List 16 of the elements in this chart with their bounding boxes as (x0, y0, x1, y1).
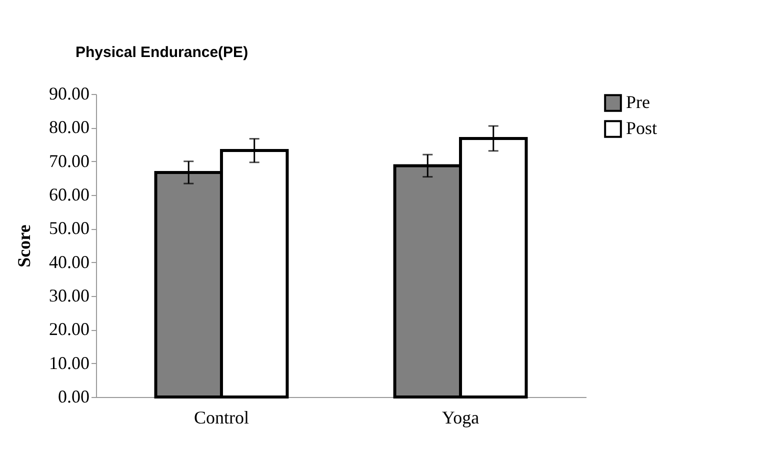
y-tick-label: 30.00 (49, 286, 90, 306)
y-axis-title: Score (14, 224, 34, 268)
x-tick-label: Yoga (442, 408, 480, 428)
legend-label: Pre (626, 92, 650, 112)
y-tick-label: 40.00 (49, 252, 90, 272)
chart-title: Physical Endurance(PE) (76, 44, 248, 61)
legend-label: Post (626, 118, 658, 138)
y-tick-label: 10.00 (49, 352, 90, 373)
y-tick-label: 90.00 (49, 84, 90, 104)
y-tick-label: 60.00 (49, 184, 90, 204)
x-tick-label: Control (194, 408, 249, 428)
y-tick-label: 70.00 (49, 150, 90, 171)
y-tick-label: 50.00 (49, 218, 90, 238)
y-tick-label: 80.00 (49, 117, 90, 138)
y-tick-label: 20.00 (49, 319, 90, 340)
y-tick-label: 0.00 (58, 386, 90, 406)
